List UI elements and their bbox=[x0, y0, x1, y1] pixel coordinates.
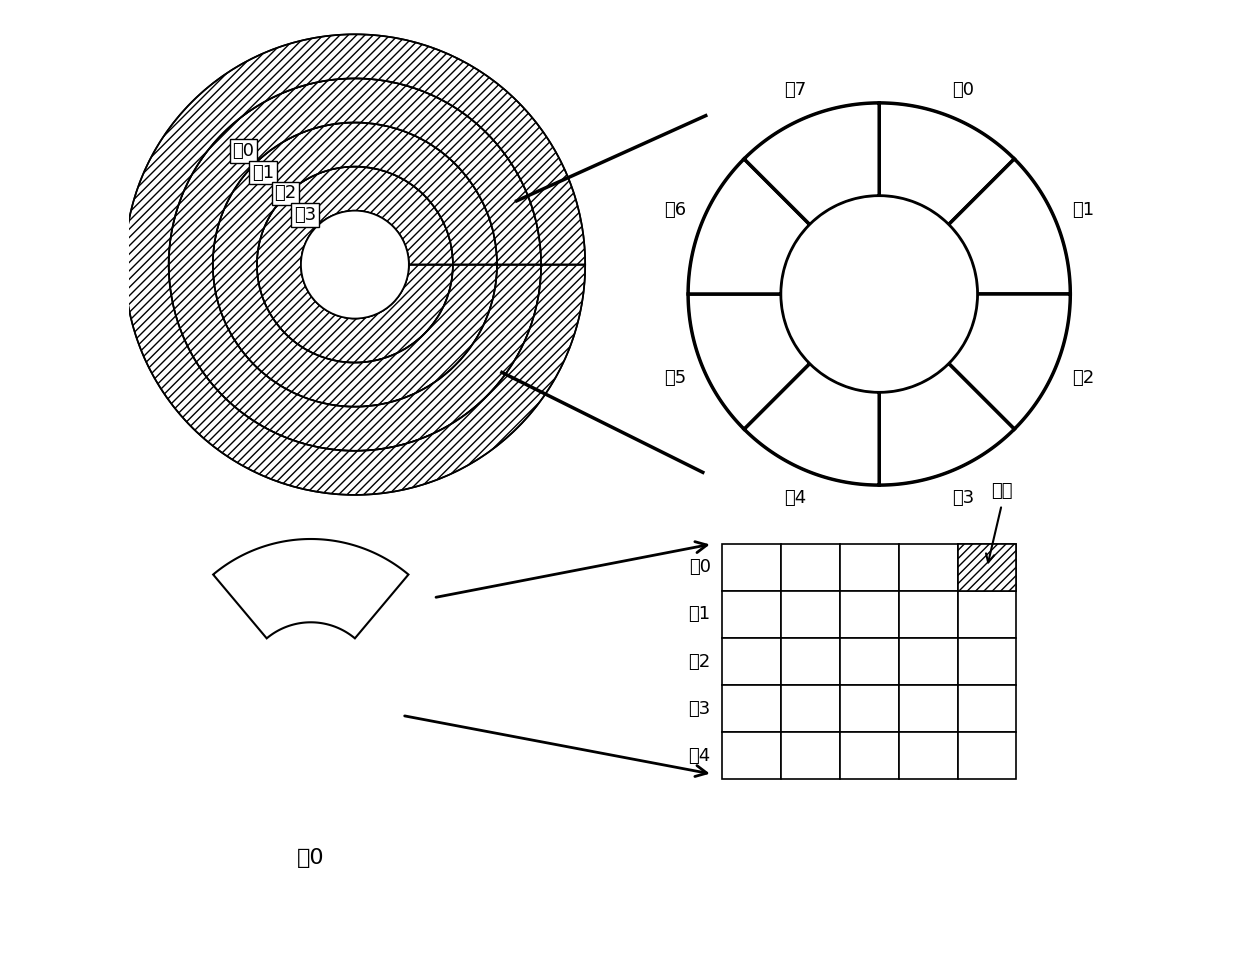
Bar bbox=[782, 685, 840, 732]
Polygon shape bbox=[880, 364, 1015, 485]
Polygon shape bbox=[688, 294, 810, 429]
Text: 扇区: 扇区 bbox=[991, 482, 1012, 500]
Text: 捗5: 捗5 bbox=[664, 369, 686, 387]
Bar bbox=[898, 732, 958, 779]
Bar bbox=[840, 638, 898, 685]
Text: 兗0: 兗0 bbox=[689, 559, 711, 576]
Text: 兗4: 兗4 bbox=[689, 747, 711, 764]
Bar bbox=[722, 732, 782, 779]
Text: 区0: 区0 bbox=[233, 142, 254, 160]
Bar bbox=[958, 732, 1016, 779]
Bar bbox=[722, 685, 782, 732]
Bar bbox=[840, 591, 898, 638]
Text: 兗2: 兗2 bbox=[689, 653, 711, 670]
Text: 捗4: 捗4 bbox=[784, 489, 805, 507]
Bar bbox=[958, 591, 1016, 638]
Bar bbox=[898, 591, 958, 638]
Text: 兗3: 兗3 bbox=[689, 700, 711, 717]
Bar bbox=[958, 544, 1016, 591]
Bar bbox=[898, 638, 958, 685]
Polygon shape bbox=[213, 122, 497, 407]
Bar bbox=[782, 544, 840, 591]
Bar bbox=[898, 544, 958, 591]
Text: 兗1: 兗1 bbox=[689, 606, 711, 623]
Polygon shape bbox=[169, 78, 541, 451]
Circle shape bbox=[782, 196, 978, 392]
Text: 区2: 区2 bbox=[275, 184, 297, 202]
Text: 捗0: 捗0 bbox=[953, 81, 975, 99]
Text: 捗2: 捗2 bbox=[1072, 369, 1094, 387]
Polygon shape bbox=[256, 167, 453, 363]
Bar bbox=[898, 685, 958, 732]
Bar bbox=[958, 638, 1016, 685]
Text: 区1: 区1 bbox=[252, 164, 274, 181]
Bar bbox=[722, 544, 782, 591]
Text: 捗6: 捗6 bbox=[664, 201, 686, 219]
Bar bbox=[782, 638, 840, 685]
Bar bbox=[840, 544, 898, 591]
Polygon shape bbox=[949, 159, 1070, 294]
Text: 捗3: 捗3 bbox=[953, 489, 975, 507]
Polygon shape bbox=[745, 364, 880, 485]
Circle shape bbox=[301, 211, 409, 318]
Polygon shape bbox=[213, 539, 409, 638]
Polygon shape bbox=[125, 34, 585, 495]
Polygon shape bbox=[949, 294, 1070, 429]
Bar bbox=[958, 544, 1016, 591]
Polygon shape bbox=[880, 103, 1015, 224]
Bar bbox=[722, 591, 782, 638]
Polygon shape bbox=[688, 159, 810, 294]
Text: 捗1: 捗1 bbox=[1072, 201, 1094, 219]
Bar bbox=[840, 685, 898, 732]
Bar bbox=[958, 685, 1016, 732]
Bar bbox=[722, 638, 782, 685]
Bar bbox=[840, 732, 898, 779]
Text: 区3: 区3 bbox=[294, 206, 316, 223]
Bar bbox=[782, 732, 840, 779]
Text: 捗0: 捗0 bbox=[297, 848, 325, 867]
Polygon shape bbox=[745, 103, 880, 224]
Bar bbox=[782, 591, 840, 638]
Text: 捗7: 捗7 bbox=[784, 81, 805, 99]
